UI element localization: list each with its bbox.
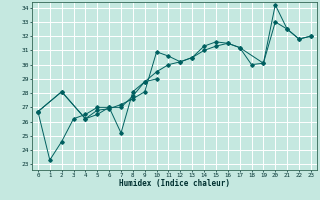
X-axis label: Humidex (Indice chaleur): Humidex (Indice chaleur): [119, 179, 230, 188]
